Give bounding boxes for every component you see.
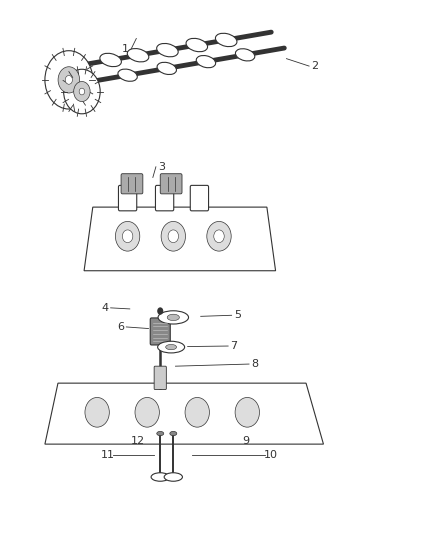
Circle shape [85, 398, 110, 427]
Ellipse shape [100, 53, 121, 67]
Ellipse shape [164, 473, 183, 481]
Text: 8: 8 [251, 359, 258, 369]
Text: 12: 12 [131, 436, 145, 446]
Text: 7: 7 [230, 341, 237, 351]
Text: 1: 1 [122, 44, 129, 54]
Ellipse shape [158, 311, 188, 324]
Circle shape [168, 230, 179, 243]
Circle shape [64, 69, 100, 114]
Text: 2: 2 [311, 61, 318, 71]
Polygon shape [84, 207, 276, 271]
Circle shape [185, 398, 209, 427]
Ellipse shape [157, 62, 177, 75]
Text: 11: 11 [101, 450, 115, 461]
Text: 4: 4 [102, 303, 109, 313]
Ellipse shape [196, 55, 215, 68]
Circle shape [214, 230, 224, 243]
Text: 3: 3 [158, 162, 165, 172]
Ellipse shape [127, 49, 149, 62]
FancyBboxPatch shape [155, 185, 174, 211]
Circle shape [116, 221, 140, 251]
Circle shape [157, 308, 163, 315]
Ellipse shape [158, 341, 185, 353]
Circle shape [74, 82, 90, 102]
Ellipse shape [186, 38, 208, 52]
Circle shape [65, 76, 72, 84]
Circle shape [45, 51, 93, 109]
Text: 9: 9 [242, 436, 250, 446]
Circle shape [207, 221, 231, 251]
FancyBboxPatch shape [118, 185, 137, 211]
Ellipse shape [167, 314, 180, 320]
Circle shape [122, 230, 133, 243]
Circle shape [135, 398, 159, 427]
Ellipse shape [236, 49, 255, 61]
Ellipse shape [157, 44, 178, 57]
Circle shape [161, 221, 185, 251]
FancyBboxPatch shape [150, 318, 170, 345]
FancyBboxPatch shape [121, 174, 143, 194]
Ellipse shape [215, 33, 237, 46]
Ellipse shape [118, 69, 137, 82]
Circle shape [235, 398, 259, 427]
FancyBboxPatch shape [154, 366, 166, 390]
Polygon shape [45, 383, 323, 444]
Text: 6: 6 [117, 322, 124, 332]
Text: 5: 5 [234, 310, 241, 320]
Circle shape [58, 67, 80, 93]
Ellipse shape [151, 473, 170, 481]
Ellipse shape [157, 431, 164, 435]
FancyBboxPatch shape [190, 185, 208, 211]
Ellipse shape [166, 344, 177, 350]
FancyBboxPatch shape [160, 174, 182, 194]
Ellipse shape [170, 431, 177, 435]
Text: 10: 10 [263, 450, 277, 461]
Circle shape [79, 88, 85, 95]
